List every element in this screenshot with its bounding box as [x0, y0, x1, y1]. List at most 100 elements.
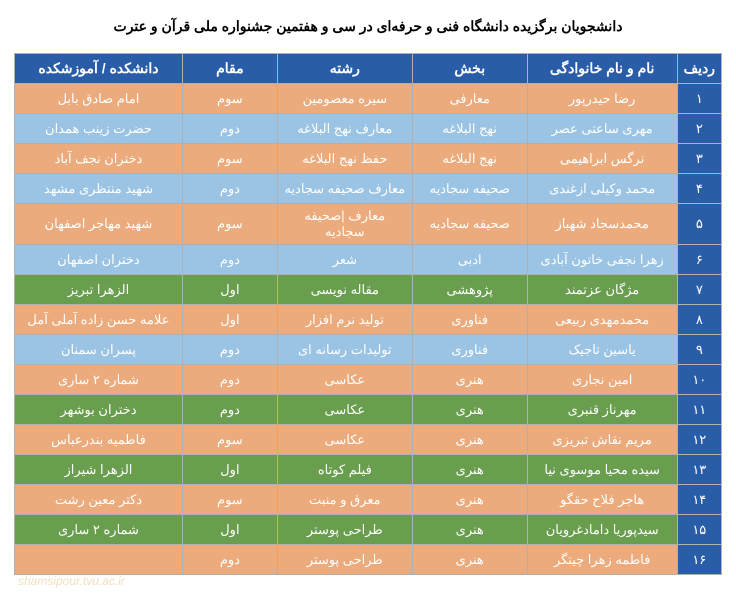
cell-idx: ۱۱: [677, 395, 721, 425]
cell-school: شهید مهاجر اصفهان: [15, 204, 183, 245]
cell-rank: سوم: [182, 425, 277, 455]
col-header-section: بخش: [412, 54, 527, 84]
cell-rank: سوم: [182, 204, 277, 245]
table-row: ۱۴هاجر فلاح حقگوهنریمعرق و منبتسومدکتر م…: [15, 485, 722, 515]
table-row: ۱۵سیدپوریا دامادغرویانهنریطراحی پوستراول…: [15, 515, 722, 545]
table-row: ۹یاسین تاجیکفناوریتولیدات رسانه ایدومپسر…: [15, 335, 722, 365]
cell-school: حضرت زینب همدان: [15, 114, 183, 144]
cell-field: عکاسی: [277, 395, 412, 425]
table-row: ۱۶فاطمه زهرا چیتگرهنریطراحی پوستردوم: [15, 545, 722, 575]
col-header-idx: ردیف: [677, 54, 721, 84]
cell-field: تولید نرم افزار: [277, 305, 412, 335]
cell-name: مهری ساعتی عصر: [527, 114, 677, 144]
students-table: ردیفنام و نام خانوادگیبخشرشتهمقامدانشکده…: [14, 53, 722, 575]
table-row: ۴محمد وکیلی ازغندیصحیفه سجادیهمعارف صحیف…: [15, 174, 722, 204]
cell-field: عکاسی: [277, 425, 412, 455]
cell-section: هنری: [412, 395, 527, 425]
cell-idx: ۵: [677, 204, 721, 245]
cell-name: رضا حیدرپور: [527, 84, 677, 114]
cell-school: دختران اصفهان: [15, 245, 183, 275]
cell-school: فاطمیه بندرعباس: [15, 425, 183, 455]
col-header-field: رشته: [277, 54, 412, 84]
cell-field: سیره معصومین: [277, 84, 412, 114]
cell-rank: سوم: [182, 485, 277, 515]
cell-school: الزهرا شیراز: [15, 455, 183, 485]
cell-field: معرق و منبت: [277, 485, 412, 515]
cell-field: معارف |صحیفه سجادیه: [277, 204, 412, 245]
cell-section: هنری: [412, 515, 527, 545]
cell-idx: ۷: [677, 275, 721, 305]
cell-section: هنری: [412, 545, 527, 575]
cell-name: سیدپوریا دامادغرویان: [527, 515, 677, 545]
cell-section: ادبی: [412, 245, 527, 275]
col-header-school: دانشکده / آموزشکده: [15, 54, 183, 84]
cell-name: نرگس ابراهیمی: [527, 144, 677, 174]
cell-name: زهرا نجفی خاتون آبادی: [527, 245, 677, 275]
cell-school: دختران نجف آباد: [15, 144, 183, 174]
table-row: ۲مهری ساعتی عصرنهج البلاغهمعارف نهج البل…: [15, 114, 722, 144]
table-row: ۱رضا حیدرپورمعارفیسیره معصومینسومامام صا…: [15, 84, 722, 114]
table-row: ۱۰امین نجاریهنریعکاسیدومشماره ۲ ساری: [15, 365, 722, 395]
cell-section: صحیفه سجادیه: [412, 174, 527, 204]
cell-idx: ۱۵: [677, 515, 721, 545]
cell-section: هنری: [412, 485, 527, 515]
table-row: ۵محمدسجاد شهبازصحیفه سجادیهمعارف |صحیفه …: [15, 204, 722, 245]
table-header: ردیفنام و نام خانوادگیبخشرشتهمقامدانشکده…: [15, 54, 722, 84]
table-row: ۱۲مریم نقاش تبریزیهنریعکاسیسومفاطمیه بند…: [15, 425, 722, 455]
cell-school: شماره ۲ ساری: [15, 515, 183, 545]
cell-rank: اول: [182, 275, 277, 305]
cell-section: هنری: [412, 425, 527, 455]
col-header-rank: مقام: [182, 54, 277, 84]
cell-field: تولیدات رسانه ای: [277, 335, 412, 365]
cell-rank: دوم: [182, 114, 277, 144]
cell-section: نهج البلاغه: [412, 114, 527, 144]
table-row: ۱۳سیده محیا موسوی نیاهنریفیلم کوتاهاولال…: [15, 455, 722, 485]
cell-name: محمدسجاد شهباز: [527, 204, 677, 245]
cell-field: شعر: [277, 245, 412, 275]
cell-section: هنری: [412, 455, 527, 485]
cell-idx: ۱: [677, 84, 721, 114]
table-row: ۳نرگس ابراهیمینهج البلاغهحفظ نهج البلاغه…: [15, 144, 722, 174]
cell-school: پسران سمنان: [15, 335, 183, 365]
page-title: دانشجویان برگزیده دانشگاه فنی و حرفه‌ای …: [14, 18, 722, 35]
cell-idx: ۶: [677, 245, 721, 275]
cell-name: فاطمه زهرا چیتگر: [527, 545, 677, 575]
cell-rank: دوم: [182, 365, 277, 395]
cell-section: فناوری: [412, 305, 527, 335]
cell-name: یاسین تاجیک: [527, 335, 677, 365]
watermark: shamsipour.tvu.ac.ir: [18, 574, 125, 588]
cell-school: دکتر معین رشت: [15, 485, 183, 515]
table-row: ۶زهرا نجفی خاتون آبادیادبیشعردومدختران ا…: [15, 245, 722, 275]
cell-rank: اول: [182, 305, 277, 335]
cell-name: سیده محیا موسوی نیا: [527, 455, 677, 485]
cell-field: فیلم کوتاه: [277, 455, 412, 485]
page-container: دانشجویان برگزیده دانشگاه فنی و حرفه‌ای …: [0, 0, 736, 593]
cell-rank: سوم: [182, 84, 277, 114]
cell-rank: اول: [182, 455, 277, 485]
cell-name: امین نجاری: [527, 365, 677, 395]
cell-idx: ۱۲: [677, 425, 721, 455]
cell-idx: ۴: [677, 174, 721, 204]
cell-rank: دوم: [182, 174, 277, 204]
cell-name: محمد وکیلی ازغندی: [527, 174, 677, 204]
cell-section: هنری: [412, 365, 527, 395]
table-body: ۱رضا حیدرپورمعارفیسیره معصومینسومامام صا…: [15, 84, 722, 575]
cell-section: پژوهشی: [412, 275, 527, 305]
cell-school: الزهرا تبریز: [15, 275, 183, 305]
cell-rank: اول: [182, 515, 277, 545]
cell-rank: دوم: [182, 545, 277, 575]
cell-field: طراحی پوستر: [277, 515, 412, 545]
cell-idx: ۱۳: [677, 455, 721, 485]
cell-school: علامه حسن زاده آملی آمل: [15, 305, 183, 335]
cell-school: شماره ۲ ساری: [15, 365, 183, 395]
cell-school: [15, 545, 183, 575]
cell-school: شهید منتظری مشهد: [15, 174, 183, 204]
cell-rank: دوم: [182, 395, 277, 425]
cell-field: طراحی پوستر: [277, 545, 412, 575]
cell-idx: ۹: [677, 335, 721, 365]
cell-idx: ۸: [677, 305, 721, 335]
cell-field: مقاله نویسی: [277, 275, 412, 305]
cell-idx: ۱۰: [677, 365, 721, 395]
cell-name: مهرناز قنبری: [527, 395, 677, 425]
table-row: ۱۱مهرناز قنبریهنریعکاسیدومدختران بوشهر: [15, 395, 722, 425]
